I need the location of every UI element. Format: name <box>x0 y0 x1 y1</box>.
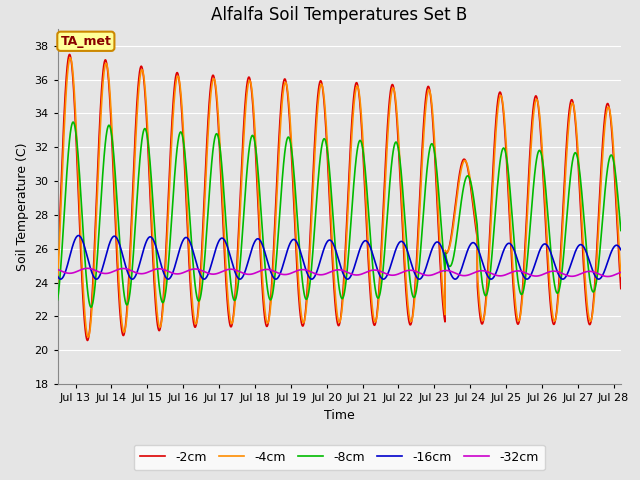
-2cm <box>84 337 92 343</box>
-4cm <box>498 94 506 100</box>
Line: -16cm: -16cm <box>58 236 621 279</box>
-8cm <box>69 119 77 125</box>
-16cm <box>328 239 335 244</box>
-32cm <box>497 273 505 279</box>
-8cm <box>54 297 61 303</box>
-2cm <box>328 251 336 256</box>
-2cm <box>617 286 625 291</box>
-4cm <box>617 273 625 279</box>
-2cm <box>54 267 61 273</box>
-8cm <box>601 188 609 194</box>
-4cm <box>601 124 609 130</box>
Line: -4cm: -4cm <box>58 58 621 337</box>
-4cm <box>67 55 74 60</box>
-8cm <box>617 228 625 233</box>
-16cm <box>601 267 609 273</box>
-16cm <box>497 254 505 260</box>
-16cm <box>83 251 90 257</box>
-32cm <box>84 265 92 271</box>
-32cm <box>601 273 609 279</box>
-16cm <box>75 233 83 239</box>
-32cm <box>83 265 90 271</box>
Title: Alfalfa Soil Temperatures Set B: Alfalfa Soil Temperatures Set B <box>211 6 467 24</box>
-4cm <box>84 334 92 340</box>
-4cm <box>328 235 336 241</box>
-16cm <box>559 276 566 282</box>
-2cm <box>65 51 73 57</box>
-8cm <box>83 278 90 284</box>
Y-axis label: Soil Temperature (C): Soil Temperature (C) <box>16 142 29 271</box>
Legend: -2cm, -4cm, -8cm, -16cm, -32cm: -2cm, -4cm, -8cm, -16cm, -32cm <box>134 444 545 470</box>
-16cm <box>617 247 625 252</box>
-4cm <box>54 280 61 286</box>
-32cm <box>600 273 608 279</box>
-16cm <box>54 273 61 279</box>
-8cm <box>87 304 95 310</box>
-32cm <box>328 268 335 274</box>
-2cm <box>601 112 609 118</box>
-2cm <box>313 101 321 107</box>
-2cm <box>601 114 609 120</box>
-4cm <box>313 113 321 119</box>
-32cm <box>54 266 61 272</box>
Line: -32cm: -32cm <box>58 268 621 276</box>
-8cm <box>498 149 506 155</box>
-32cm <box>604 274 612 279</box>
X-axis label: Time: Time <box>324 408 355 421</box>
-4cm <box>601 121 609 127</box>
Text: TA_met: TA_met <box>60 35 111 48</box>
Line: -2cm: -2cm <box>58 54 621 340</box>
-32cm <box>313 271 321 277</box>
-16cm <box>601 267 609 273</box>
-4cm <box>83 329 90 335</box>
-16cm <box>313 269 321 275</box>
-2cm <box>498 94 506 100</box>
-8cm <box>328 200 336 205</box>
Line: -8cm: -8cm <box>58 122 621 307</box>
-8cm <box>313 191 321 197</box>
-32cm <box>617 269 625 275</box>
-8cm <box>601 192 609 197</box>
-2cm <box>83 336 90 342</box>
